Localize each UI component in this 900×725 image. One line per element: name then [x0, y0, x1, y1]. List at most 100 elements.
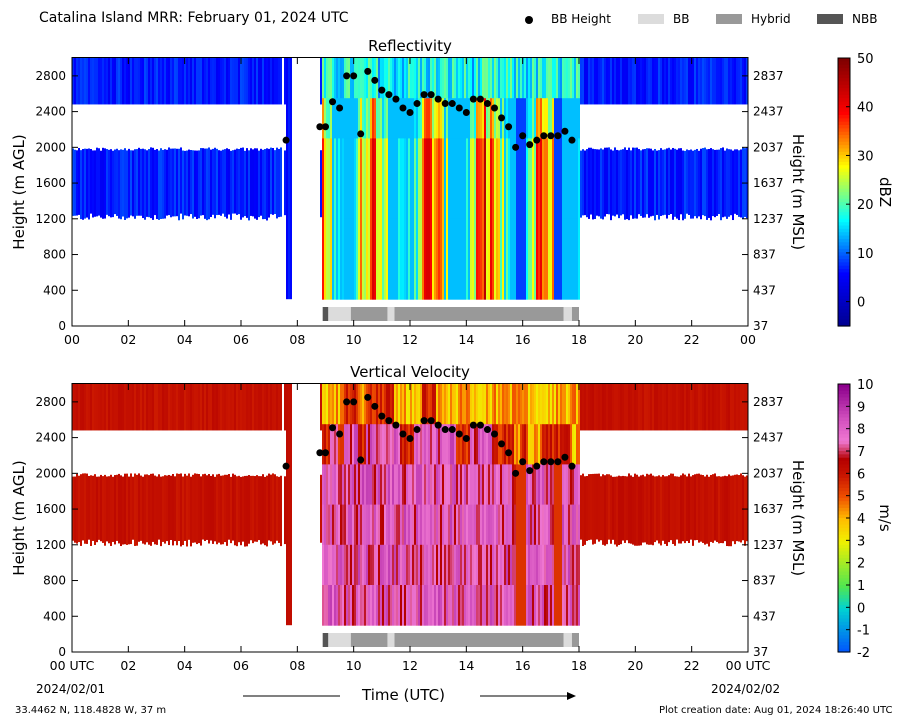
bb-height-point — [329, 98, 337, 106]
y-tick-label-left: 2000 — [35, 140, 66, 154]
x-tick-label: 22 — [684, 658, 700, 673]
legend-bb-swatch — [638, 14, 664, 24]
bb-height-point — [364, 67, 372, 75]
y-tick-label-left: 0 — [58, 645, 66, 659]
colorbar-label: dBZ — [876, 177, 894, 207]
location-text: 33.4462 N, 118.4828 W, 37 m — [15, 705, 167, 716]
bb-type-strip — [322, 307, 579, 321]
heatmap-field — [72, 58, 748, 300]
colorbar-tick-label: 4 — [857, 512, 865, 527]
colorbar-tick-label: 5 — [857, 490, 865, 505]
y-axis-label-right: Height (m MSL) — [789, 460, 807, 576]
y-tick-label-left: 1600 — [35, 176, 66, 190]
x-tick-label: 18 — [571, 332, 587, 347]
x-tick-label: 00 — [64, 332, 80, 347]
x-tick-label: 02 — [120, 658, 136, 673]
bb-height-point — [533, 136, 541, 144]
bb-type-segment — [350, 307, 388, 321]
x-tick-label: 08 — [289, 658, 305, 673]
reflectivity-title: Reflectivity — [368, 37, 452, 55]
x-tick-label: 02 — [120, 332, 136, 347]
bb-height-point — [483, 426, 491, 434]
x-tick-label: 16 — [515, 658, 531, 673]
bb-height-point — [476, 95, 484, 103]
bb-height-point — [406, 108, 414, 116]
bb-height-point — [316, 449, 324, 457]
x-tick-label: 20 — [627, 332, 643, 347]
y-tick-label-left: 400 — [43, 283, 66, 297]
bb-height-series — [282, 67, 576, 151]
start-date: 2024/02/01 — [36, 682, 106, 696]
legend-bb-height-label: BB Height — [551, 12, 611, 26]
bb-height-point — [441, 100, 449, 108]
colorbar-tick-label: 0 — [857, 296, 865, 311]
y-tick-label-right: 437 — [753, 609, 776, 623]
bb-height-point — [329, 424, 337, 432]
legend-nbb-label: NBB — [852, 12, 878, 26]
y-tick-label-left: 2400 — [35, 431, 66, 445]
colorbar-tick-label: 10 — [857, 378, 874, 393]
bb-height-point — [519, 458, 527, 466]
bb-type-segment — [394, 307, 564, 321]
bb-height-point — [336, 104, 344, 112]
bb-height-point — [547, 458, 555, 466]
bb-height-point — [316, 123, 324, 131]
y-tick-label-left: 800 — [43, 574, 66, 588]
x-tick-label: 12 — [402, 332, 418, 347]
bb-type-segment — [322, 307, 329, 321]
x-tick-label: 22 — [684, 332, 700, 347]
bb-height-point — [413, 100, 421, 108]
vertical-velocity-title: Vertical Velocity — [350, 363, 470, 381]
y-tick-label-right: 2437 — [753, 105, 784, 119]
bb-height-point — [378, 412, 386, 420]
bb-height-point — [483, 100, 491, 108]
x-tick-label: 00 — [740, 332, 756, 347]
colorbar-tick-label: 8 — [857, 423, 865, 438]
bb-height-point — [322, 449, 329, 457]
bb-height-point — [392, 421, 400, 429]
colorbar: 50 40 30 20 10 0 dBZ — [837, 52, 894, 327]
bb-height-point — [282, 136, 290, 144]
bb-height-point — [434, 421, 442, 429]
bb-height-point — [568, 136, 576, 144]
colorbar-tick-label: -1 — [857, 624, 870, 639]
bb-height-point — [512, 469, 520, 477]
y-tick-label-right: 837 — [753, 574, 776, 588]
bb-type-segment — [563, 633, 572, 647]
bb-height-point — [469, 421, 477, 429]
bb-height-point — [322, 123, 329, 131]
legend-hybrid-swatch — [716, 14, 742, 24]
x-tick-label: 10 — [346, 658, 362, 673]
y-tick-label-right: 2837 — [753, 395, 784, 409]
bb-height-point — [378, 86, 386, 94]
bb-height-point — [498, 114, 506, 122]
bb-type-segment — [328, 633, 351, 647]
bb-height-point — [343, 398, 351, 406]
bb-height-point — [357, 456, 365, 464]
bb-height-point — [561, 453, 569, 461]
bb-height-series — [282, 393, 576, 477]
y-tick-label-right: 2437 — [753, 431, 784, 445]
y-tick-label-left: 1200 — [35, 212, 66, 226]
x-tick-label: 08 — [289, 332, 305, 347]
bb-height-point — [455, 430, 463, 438]
bb-height-point — [554, 458, 562, 466]
bb-type-strip — [322, 633, 579, 647]
legend-bb-height-marker — [525, 16, 533, 24]
colorbar-tick-label: 7 — [857, 445, 865, 460]
colorbar-tick-label: -2 — [857, 646, 870, 661]
x-tick-label: 14 — [458, 658, 474, 673]
bb-type-segment — [394, 633, 564, 647]
bb-height-point — [540, 458, 548, 466]
bb-height-point — [491, 104, 498, 112]
y-tick-label-left: 2000 — [35, 466, 66, 480]
bb-height-point — [364, 393, 372, 401]
bb-type-segment — [571, 307, 579, 321]
x-tick-label: 06 — [233, 332, 249, 347]
creation-date: Plot creation date: Aug 01, 2024 18:26:4… — [659, 705, 893, 716]
colorbar-tick-label: 20 — [857, 198, 874, 213]
x-axis-label: Time (UTC) — [362, 686, 445, 704]
y-tick-label-right: 2837 — [753, 69, 784, 83]
